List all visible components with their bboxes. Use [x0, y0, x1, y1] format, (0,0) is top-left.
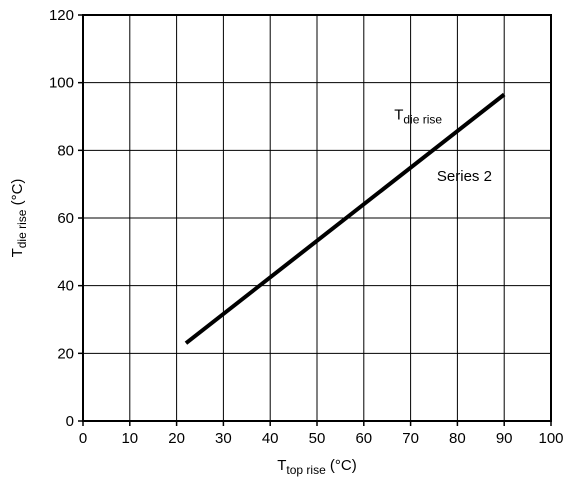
x-tick-label: 90: [496, 430, 513, 447]
x-tick-label: 70: [402, 430, 419, 447]
y-tick-label: 100: [49, 75, 74, 92]
y-axis-label-unit: (°C): [9, 179, 26, 210]
series-label-sub: die rise: [403, 113, 442, 127]
annotation-series-2: Series 2: [437, 168, 492, 185]
x-tick-label: 0: [79, 430, 87, 447]
x-tick-label: 60: [355, 430, 372, 447]
y-axis-label: Tdie rise (°C): [9, 179, 29, 258]
y-tick-label: 40: [57, 278, 74, 295]
y-tick-label: 20: [57, 345, 74, 362]
x-tick-label: 20: [168, 430, 185, 447]
y-tick-label: 120: [49, 7, 74, 24]
series-line: [184, 92, 506, 345]
x-axis-label-sub: top rise: [286, 463, 326, 477]
x-tick-label: 100: [538, 430, 563, 447]
y-tick-label: 60: [57, 210, 74, 227]
x-axis-label-unit: (°C): [326, 457, 357, 474]
y-axis-label-sub: die rise: [15, 209, 29, 248]
y-tick-labels: 0 20 40 60 80 100 120: [49, 7, 83, 430]
x-axis-label: Ttop rise (°C): [277, 457, 357, 477]
x-tick-label: 10: [121, 430, 138, 447]
x-axis-label-main: T: [277, 457, 286, 474]
x-tick-label: 30: [215, 430, 232, 447]
series-label-main: T: [394, 107, 403, 124]
y-tick-label: 80: [57, 142, 74, 159]
series-label: Tdie rise: [394, 107, 442, 127]
x-tick-labels: 0 10 20 30 40 50 60 70 80 90 100: [79, 421, 564, 447]
series-layer: [184, 92, 506, 345]
grid-lines: [83, 15, 551, 421]
y-axis-label-main: T: [9, 248, 26, 257]
y-tick-label: 0: [66, 413, 74, 430]
x-tick-label: 80: [449, 430, 466, 447]
x-tick-label: 40: [262, 430, 279, 447]
x-tick-label: 50: [309, 430, 326, 447]
